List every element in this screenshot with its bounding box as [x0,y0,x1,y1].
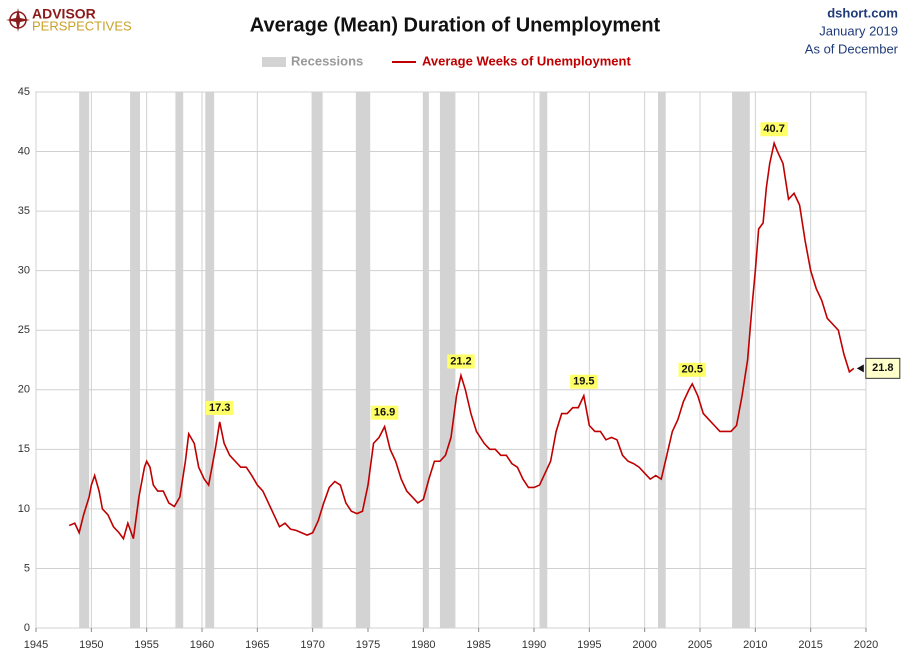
x-tick-label: 1970 [300,639,324,651]
annotation: 40.7 [760,122,788,137]
recession-band [355,92,371,628]
y-tick-label: 5 [24,562,30,574]
recession-band [205,92,215,628]
annotation: 17.3 [205,400,234,415]
source-note: As of December [805,41,899,56]
x-tick-label: 1990 [522,639,546,651]
annotation: 16.9 [370,405,399,420]
annotation-label: 40.7 [763,123,784,135]
line [68,140,855,541]
y-tick-label: 30 [18,265,30,277]
legend-swatch [262,57,286,67]
y-tick-label: 25 [18,324,30,336]
x-tick-label: 2005 [688,639,712,651]
logo-text: ADVISOR [32,6,96,22]
x-tick-label: 2010 [743,639,767,651]
annotation-label: 20.5 [682,364,703,376]
last-value-box [865,357,901,379]
recession-band [311,92,323,628]
recession-band [175,92,184,628]
x-tick-label: 1975 [356,639,380,651]
annotation-label: 19.5 [573,376,594,388]
annotation: 21.2 [447,354,475,369]
x-tick-label: 1995 [577,639,601,651]
last-value-label: 21.8 [872,362,893,374]
y-tick-label: 10 [18,503,30,515]
annotation: 19.5 [570,374,598,389]
x-tick-label: 2015 [798,639,822,651]
x-tick-label: 1985 [466,639,490,651]
recession-band [539,92,548,628]
annotation: 20.5 [678,362,706,377]
source: dshort.com [827,5,898,20]
recession-band [423,92,429,628]
annotation-bg [570,374,598,389]
last-value-arrow [856,364,864,373]
logo-star [6,8,30,32]
y-tick-label: 15 [18,443,30,455]
x-tick-label: 1965 [245,639,269,651]
x-tick-label: 1950 [79,639,103,651]
annotation-label: 16.9 [374,407,395,419]
recession-band [657,92,666,628]
x-tick-label: 1960 [190,639,214,651]
annotation-bg [370,405,399,420]
source-date: January 2019 [819,23,898,38]
annotation-bg [760,122,788,137]
recession-band [130,92,141,628]
recession-band [79,92,90,628]
logo: ADVISOR PERSPECTIVES [6,6,132,33]
y-tick-label: 35 [18,205,30,217]
y-tick-label: 45 [18,86,30,98]
legend-label: Recessions [291,53,363,68]
chart-title: Average (Mean) Duration of Unemployment [250,14,661,36]
recession-band [732,92,750,628]
x-tick-label: 2020 [854,639,878,651]
annotation-label: 17.3 [209,402,230,414]
annotation-bg [447,354,475,369]
x-tick-label: 1980 [411,639,435,651]
y-tick-label: 20 [18,384,30,396]
x-tick-label: 1955 [134,639,158,651]
annotation-label: 21.2 [450,355,471,367]
legend-label: Average Weeks of Unemployment [422,53,631,68]
x-tick-label: 1945 [24,639,48,651]
x-tick-label: 2000 [632,639,656,651]
logo-text: PERSPECTIVES [32,18,132,33]
annotation-bg [678,362,706,377]
y-tick-label: 40 [18,145,30,157]
y-tick-label: 0 [24,622,30,634]
annotation-bg [205,400,234,415]
